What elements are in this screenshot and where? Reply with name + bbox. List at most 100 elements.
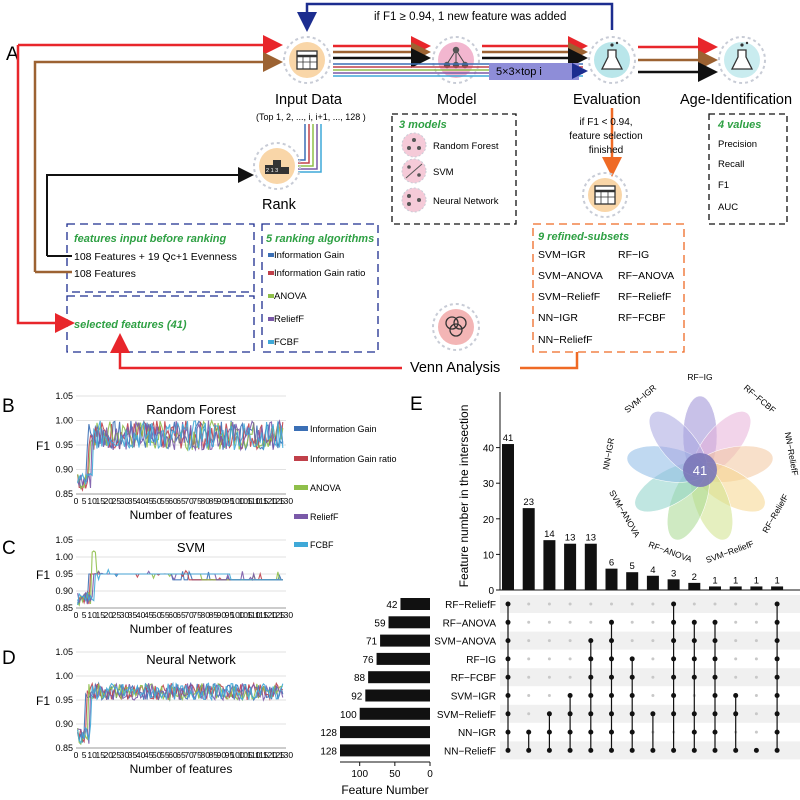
matrix-dot <box>671 747 677 753</box>
matrix-dot <box>691 747 697 753</box>
matrix-dot <box>588 638 594 644</box>
matrix-dot <box>774 638 780 644</box>
intersection-bar <box>688 582 701 590</box>
venn-node <box>432 303 480 351</box>
intersection-bar <box>626 572 639 590</box>
svg-text:Information Gain ratio: Information Gain ratio <box>274 268 365 279</box>
x-axis-label: Number of features <box>130 622 233 636</box>
y-tick-label: 0.90 <box>55 719 73 729</box>
svg-text:AUC: AUC <box>718 202 738 213</box>
x-tick-label: 40 <box>136 496 146 506</box>
x-tick-label: 95 <box>225 496 235 506</box>
x-tick-label: 120 <box>263 750 277 760</box>
svg-text:RF−IG: RF−IG <box>618 249 649 261</box>
svg-text:SVM: SVM <box>433 167 454 178</box>
svg-text:finished: finished <box>589 145 623 156</box>
matrix-dot <box>588 656 594 662</box>
matrix-dot <box>609 729 614 735</box>
set-size-tick-label: 100 <box>351 769 368 780</box>
x-tick-label: 40 <box>136 610 146 620</box>
table-icon-2 <box>594 185 616 205</box>
matrix-dot <box>712 711 718 717</box>
x-tick-label: 100 <box>230 750 244 760</box>
x-tick-label: 65 <box>176 496 186 506</box>
set-size-label: 128 <box>320 746 337 757</box>
x-tick-label: 90 <box>217 750 227 760</box>
matrix-empty-dot <box>734 602 738 606</box>
matrix-empty-dot <box>568 639 572 643</box>
matrix-empty-dot <box>547 639 551 643</box>
intersection-bar-label: 3 <box>671 568 676 579</box>
matrix-dot <box>546 747 552 753</box>
matrix-empty-dot <box>734 657 738 661</box>
set-name: RF−IG <box>466 655 496 666</box>
x-tick-label: 80 <box>200 750 210 760</box>
intersection-bar-label: 1 <box>712 575 717 586</box>
orange-arrow-venn <box>520 352 579 370</box>
x-tick-label: 60 <box>168 496 178 506</box>
x-tick-label: 130 <box>279 610 293 620</box>
matrix-dot <box>629 656 635 662</box>
set-name: SVM−ANOVA <box>434 637 496 648</box>
x-tick-label: 25 <box>112 496 122 506</box>
x-tick-label: 110 <box>247 610 261 620</box>
x-tick-label: 5 <box>82 750 87 760</box>
intersection-bar <box>543 540 556 590</box>
intersection-bar <box>605 568 618 590</box>
intersection-bar-label: 6 <box>609 558 614 569</box>
y-tick-label: 0.90 <box>55 465 73 475</box>
panel-a: A if F1 ≥ 0.94, 1 new feature was added … <box>6 2 792 376</box>
evaluation-node <box>588 36 636 84</box>
matrix-row-band <box>500 704 800 723</box>
x-tick-label: 15 <box>95 750 105 760</box>
x-tick-label: 85 <box>209 610 219 620</box>
venn-label: Venn Analysis <box>410 360 500 376</box>
x-tick-label: 115 <box>255 750 269 760</box>
matrix-dot <box>712 693 718 698</box>
intersection-bar <box>646 575 659 590</box>
intersection-bar-label: 1 <box>733 575 738 586</box>
chart-rf: 0.85 0.90 0.95 1.00 1.05 0 5 101520253035404550… <box>36 391 293 522</box>
matrix-dot <box>774 747 780 753</box>
panel-label-a: A <box>6 44 19 65</box>
matrix-dot <box>629 693 635 698</box>
x-tick-label: 30 <box>120 610 130 620</box>
svm-icon <box>405 163 423 179</box>
set-size-bar <box>376 652 430 665</box>
matrix-dot <box>609 656 614 662</box>
y-tick-label: 0.90 <box>55 586 73 596</box>
matrix-dot <box>609 747 614 753</box>
black-arrow-rank <box>46 167 254 256</box>
loop-arrow <box>297 2 614 32</box>
x-tick-label: 25 <box>112 750 122 760</box>
x-tick-label: 40 <box>136 750 146 760</box>
matrix-dot <box>671 638 677 644</box>
subsets-box <box>532 223 685 353</box>
matrix-empty-dot <box>547 657 551 661</box>
line-legend: Information Gain Information Gain ratio AN… <box>294 424 397 550</box>
x-tick-label: 55 <box>160 610 170 620</box>
matrix-dot <box>691 656 697 662</box>
bar-y-tick-label: 40 <box>483 444 495 455</box>
matrix-dot <box>774 656 780 662</box>
series-line-information-gain-ratio <box>77 569 283 605</box>
matrix-dot <box>712 619 718 625</box>
models-title: 3 models <box>399 119 447 131</box>
matrix-dot <box>712 729 718 735</box>
matrix-empty-dot <box>568 675 572 679</box>
x-tick-label: 25 <box>112 610 122 620</box>
series-line-relieff <box>77 570 283 605</box>
repeat-label: 5×3×top i <box>496 66 542 78</box>
values-title: 4 values <box>717 119 761 131</box>
rank-label: Rank <box>262 197 297 213</box>
matrix-dot <box>526 729 532 735</box>
chart-svm: 0.85 0.90 0.95 1.00 1.05 0 5 101520253035404550… <box>36 535 293 636</box>
matrix-empty-dot <box>651 675 655 679</box>
matrix-dot <box>671 711 677 717</box>
matrix-dot <box>567 711 573 717</box>
chart-title: Random Forest <box>146 402 236 417</box>
series-line-fcbf <box>77 419 284 485</box>
matrix-dot <box>774 601 780 607</box>
set-size-label: 128 <box>320 728 337 739</box>
